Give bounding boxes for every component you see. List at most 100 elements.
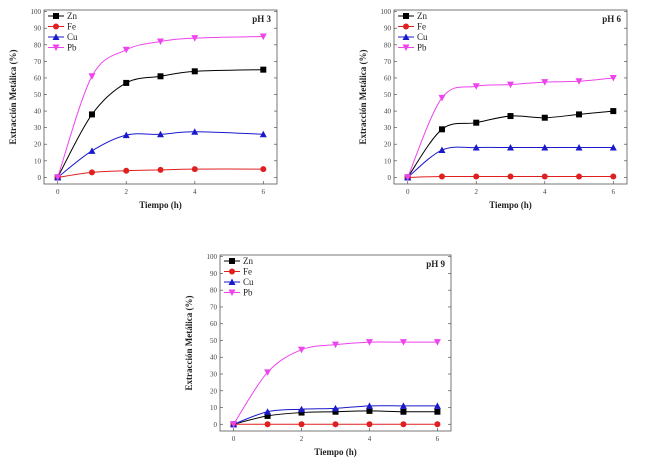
- y-axis-label: Extracción Metálica (%): [8, 50, 18, 145]
- cu-point: [298, 405, 306, 413]
- chart-ph6: 0 10 20 30 40 50 60 70 80 90 100 0 2 4 6 Tiempo (h) Extr…: [358, 8, 628, 210]
- zn-point: [541, 114, 548, 121]
- fe-point: [507, 173, 514, 180]
- zn-point: [260, 66, 267, 73]
- cu-point: [365, 402, 373, 409]
- y-tick-label: 40: [210, 354, 218, 362]
- zn-point: [191, 68, 198, 75]
- pb-line: [407, 77, 614, 178]
- zn-point: [473, 119, 480, 126]
- zn-line: [57, 69, 264, 178]
- x-axis-label: Tiempo (h): [314, 447, 357, 457]
- x-tick-label: 4: [543, 188, 547, 196]
- legend-marker: [402, 33, 410, 40]
- fe-point: [260, 166, 267, 173]
- cu-point: [264, 408, 272, 415]
- y-tick-label: 100: [31, 8, 42, 16]
- legend-label: Fe: [417, 22, 426, 32]
- pb-point: [88, 73, 96, 80]
- fe-point: [123, 167, 130, 174]
- zn-point: [576, 111, 583, 118]
- pb-point: [575, 78, 583, 85]
- cu-point: [332, 404, 339, 412]
- pb-point: [230, 421, 238, 428]
- pb-point: [472, 83, 480, 90]
- x-tick-label: 0: [56, 188, 60, 196]
- pb-point: [507, 81, 514, 89]
- pb-point: [438, 94, 446, 102]
- y-tick-label: 100: [207, 253, 218, 261]
- legend-marker: [52, 44, 60, 51]
- series-fe: [404, 173, 617, 181]
- fe-point: [191, 166, 198, 173]
- cu-point: [259, 130, 267, 138]
- zn-point: [438, 126, 445, 133]
- chart-title: pH 9: [426, 259, 445, 269]
- fe-point: [541, 173, 548, 180]
- legend-label: Fe: [243, 267, 252, 277]
- x-tick-label: 2: [474, 188, 478, 196]
- x-tick-label: 0: [232, 435, 236, 443]
- legend-marker: [229, 268, 235, 275]
- y-tick-label: 50: [34, 91, 42, 99]
- x-tick-label: 4: [368, 435, 372, 443]
- cu-point: [438, 146, 446, 154]
- pb-point: [365, 339, 373, 346]
- x-tick-label: 6: [612, 188, 616, 196]
- fe-point: [332, 421, 339, 428]
- pb-point: [191, 35, 199, 42]
- zn-point: [366, 407, 373, 414]
- pb-point: [157, 38, 164, 45]
- cu-point: [507, 144, 514, 151]
- fe-point: [366, 421, 373, 428]
- fe-point: [434, 421, 441, 428]
- y-tick-label: 60: [210, 320, 218, 328]
- y-tick-label: 0: [38, 174, 42, 182]
- fe-point: [88, 169, 95, 176]
- y-tick-label: 80: [210, 287, 218, 295]
- y-tick-label: 60: [34, 74, 42, 82]
- y-tick-label: 30: [384, 124, 392, 132]
- legend-marker: [52, 33, 60, 40]
- x-tick-label: 0: [406, 188, 410, 196]
- y-tick-label: 20: [384, 141, 392, 149]
- y-tick-label: 30: [34, 124, 42, 132]
- legend-label: Pb: [67, 43, 77, 53]
- fe-point: [157, 166, 164, 173]
- zn-point: [610, 108, 617, 115]
- legend-marker: [403, 23, 409, 30]
- legend-label: Cu: [243, 277, 254, 287]
- x-axis-label: Tiempo (h): [139, 200, 182, 210]
- pb-point: [332, 341, 339, 349]
- fe-point: [400, 421, 407, 428]
- cu-point: [191, 128, 199, 135]
- cu-point: [122, 131, 130, 139]
- cu-point: [472, 144, 480, 151]
- series-pb: [404, 74, 617, 181]
- fe-point: [610, 173, 617, 180]
- fe-point: [298, 421, 305, 428]
- series-zn: [54, 66, 267, 181]
- legend-marker: [53, 13, 59, 19]
- y-tick-label: 70: [384, 58, 392, 66]
- chart-ph3: 0 10 20 30 40 50 60 70 80 90 100 0 2 4 6 Tiempo (h) Extr…: [8, 8, 278, 210]
- legend-marker: [53, 23, 59, 30]
- zn-point: [264, 412, 271, 419]
- cu-point: [88, 147, 96, 154]
- zn-point: [88, 111, 95, 118]
- y-tick-label: 40: [384, 108, 392, 116]
- cu-point: [609, 144, 617, 151]
- cu-point: [575, 144, 583, 151]
- pb-point: [54, 174, 62, 181]
- series-fe: [54, 166, 267, 181]
- plot-frame: [219, 254, 452, 432]
- legend-label: Zn: [67, 11, 77, 21]
- pb-point: [399, 339, 407, 346]
- y-tick-label: 30: [210, 371, 218, 379]
- series-pb: [230, 339, 441, 428]
- plot-frame: [43, 9, 278, 185]
- pb-point: [609, 74, 617, 82]
- chart-title: pH 6: [602, 14, 621, 24]
- pb-point: [541, 79, 549, 86]
- y-tick-label: 90: [210, 270, 218, 278]
